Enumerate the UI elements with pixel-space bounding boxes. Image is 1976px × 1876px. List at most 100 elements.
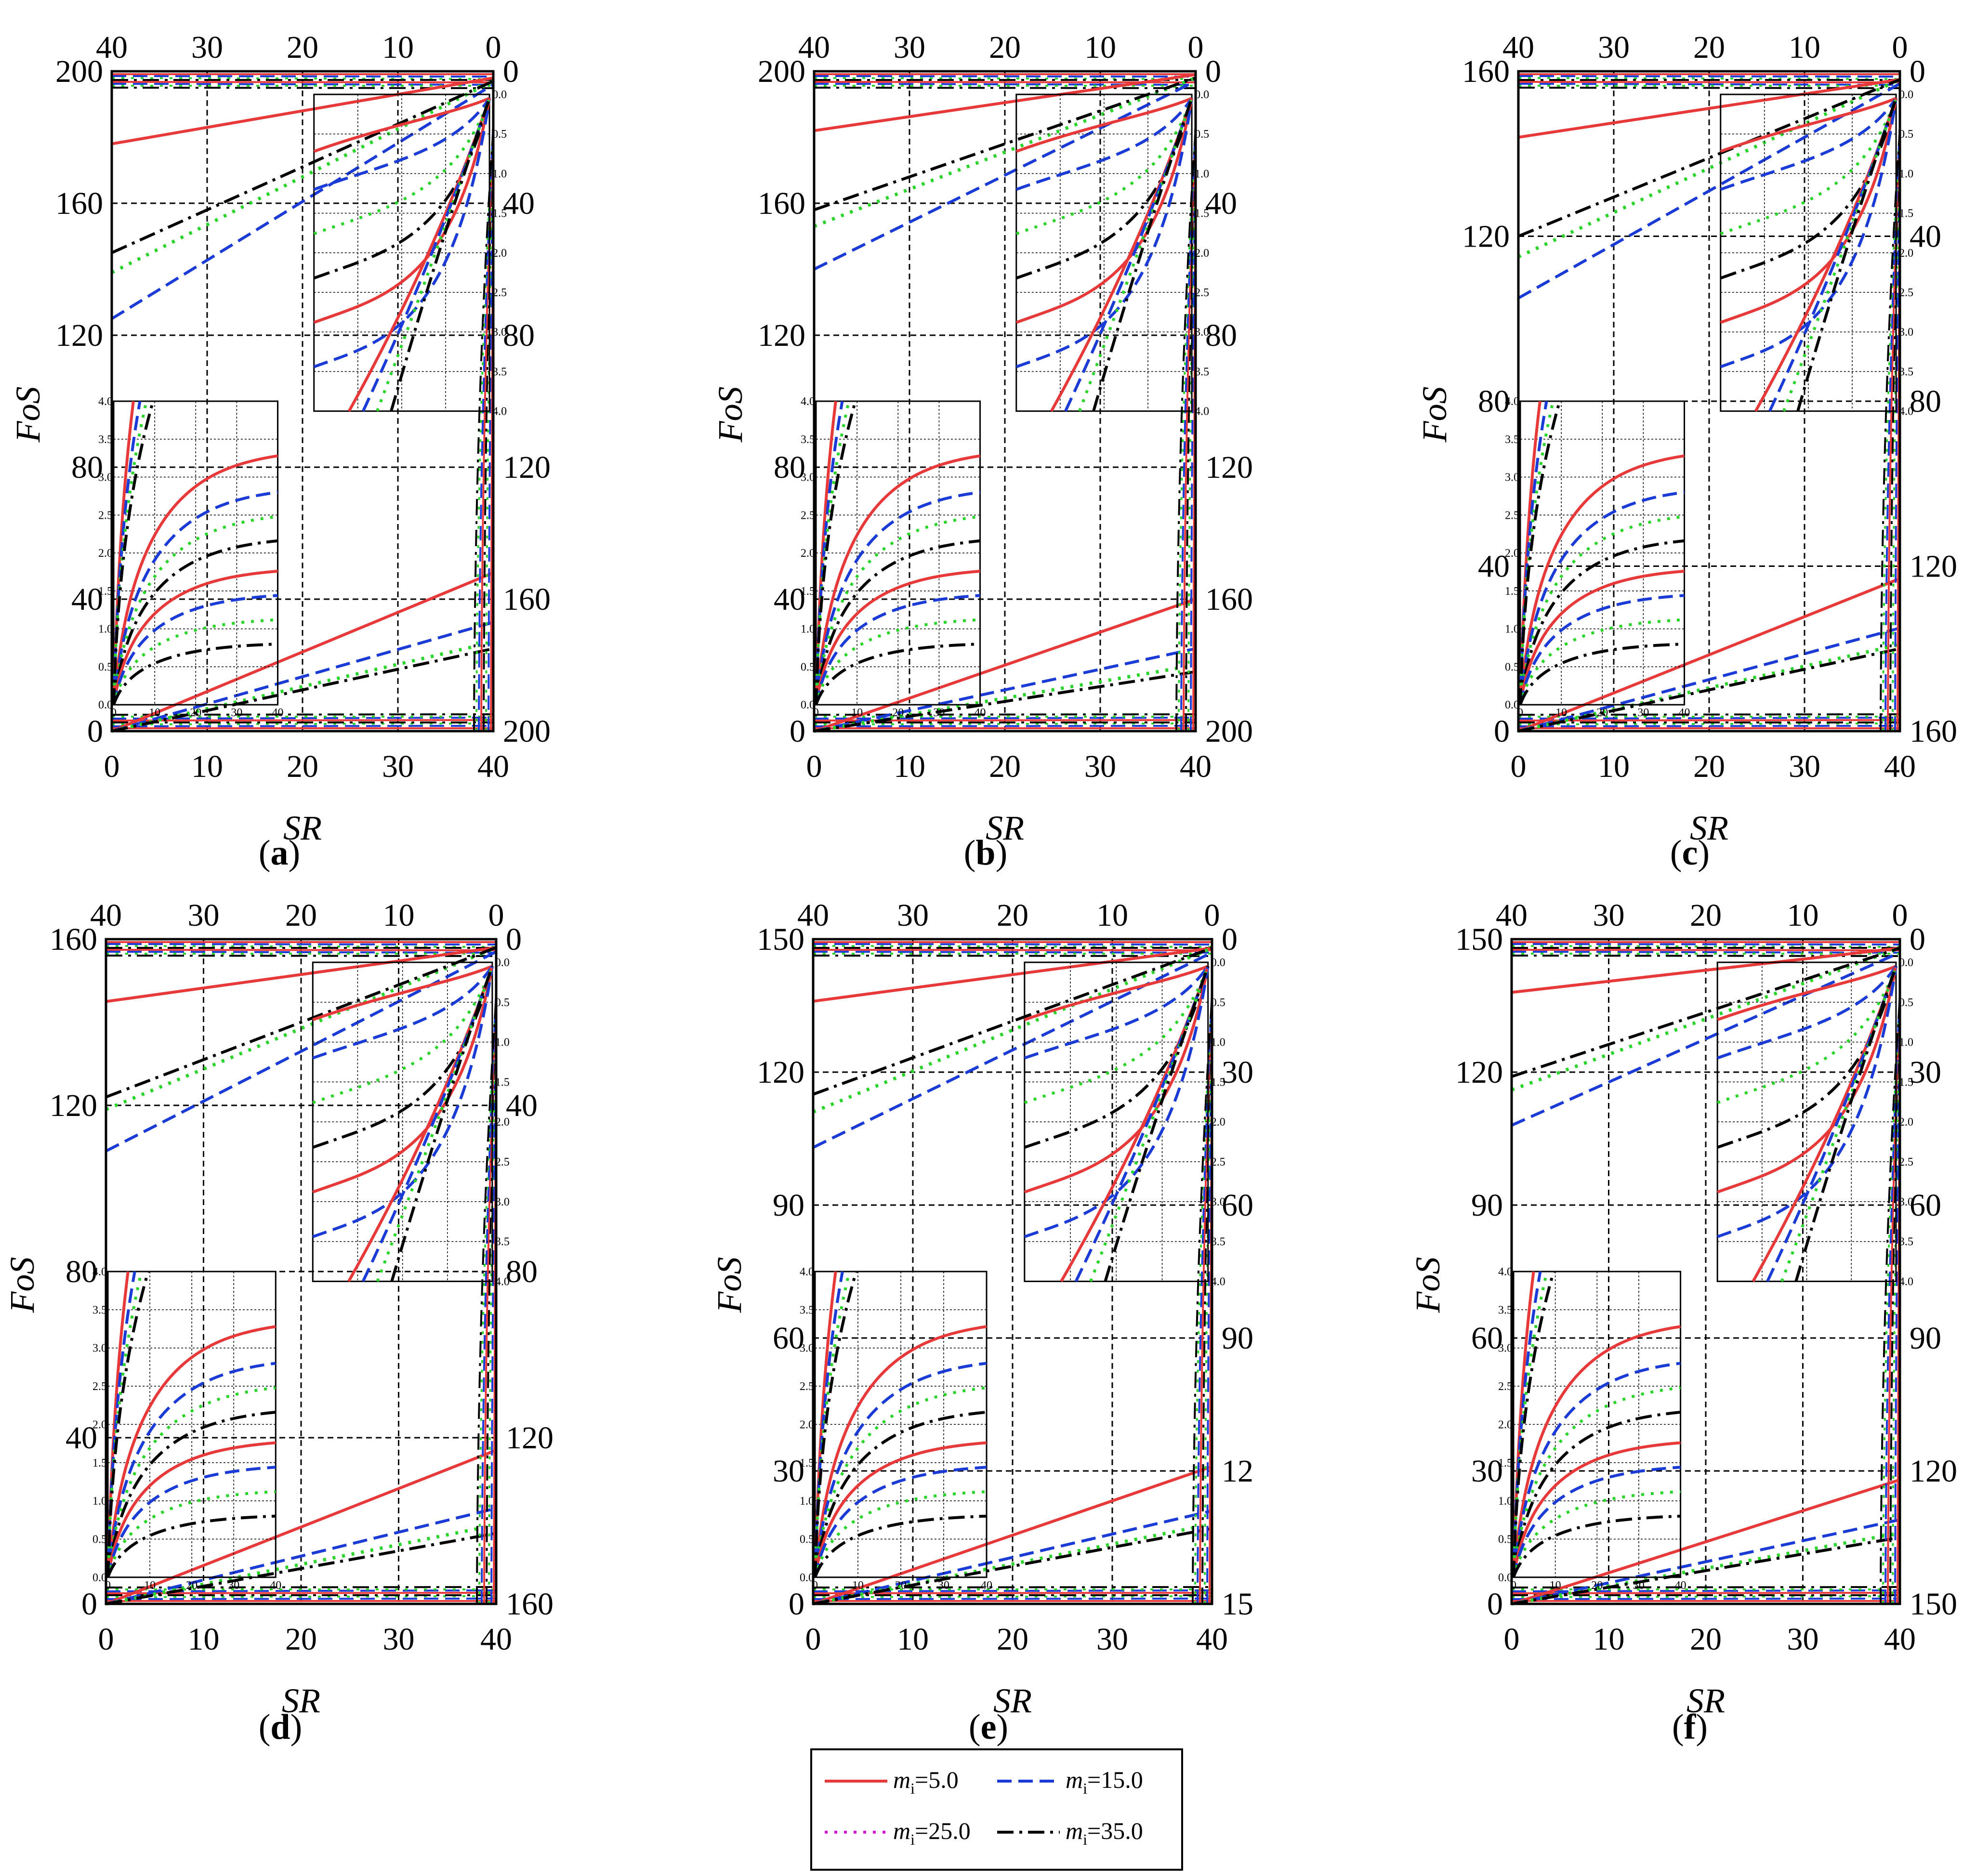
top-tick-label: 30 — [894, 30, 925, 65]
inset-bottom-curve — [815, 491, 980, 705]
y-axis-title: FoS — [1415, 386, 1454, 443]
inset-top-steep — [1064, 98, 1193, 412]
inset-top-curve — [1024, 965, 1210, 1060]
inset-top-steep — [1780, 966, 1897, 1282]
edge-steep-curve — [1180, 124, 1197, 732]
edge-steep-curve — [1882, 995, 1901, 1604]
inset-top-steep — [1768, 98, 1897, 412]
edge-bundle-line — [813, 1589, 1212, 1592]
inset-top-curve — [1720, 98, 1897, 280]
inset-top-y-tick: 4.0 — [1195, 406, 1209, 418]
y-tick-label: 200 — [758, 54, 805, 89]
inset-bottom-curve — [815, 643, 980, 706]
inset-bottom-y-tick: 0.5 — [1498, 1533, 1513, 1546]
edge-bundle-line — [1518, 75, 1900, 78]
inset-top-y-tick: 1.5 — [1211, 1076, 1225, 1089]
inset-top-steep — [1766, 966, 1897, 1282]
right-tick-label: 120 — [1205, 450, 1253, 485]
y-tick-label: 0 — [789, 1587, 804, 1622]
y-tick-label: 0 — [87, 714, 103, 749]
inset-bottom-y-tick: 3.0 — [800, 1342, 814, 1355]
x-tick-label: 20 — [1690, 1622, 1722, 1657]
x-tick-label: 20 — [989, 749, 1021, 784]
series-line-mi=35.0 — [1511, 946, 1900, 1078]
inset-bottom-curve — [1512, 1441, 1681, 1578]
series-line-mi=25.0 — [1517, 78, 1901, 259]
series-line-mi=35.0 — [814, 76, 1196, 211]
inset-top-steep — [347, 98, 491, 412]
inset-bottom-y-tick: 3.0 — [801, 472, 815, 484]
inset-bottom-x-tick: 40 — [270, 1579, 281, 1592]
legend-subscript: i — [910, 1780, 915, 1797]
edge-steep-curve — [1192, 997, 1213, 1604]
inset-top-curve — [1015, 98, 1193, 280]
right-tick-label: 0 — [503, 54, 519, 89]
panel-label: (d) — [259, 1707, 302, 1747]
y-tick-label: 0 — [1494, 714, 1510, 749]
series-line-mi=25.0 — [814, 663, 1196, 733]
inset-bottom-curve — [1519, 491, 1685, 705]
panel-letter: c — [1682, 833, 1698, 873]
inset-bottom-curve — [1512, 1514, 1681, 1578]
inset-bottom-curve — [814, 1514, 987, 1578]
inset-top-y-tick: 1.5 — [492, 208, 507, 220]
inset-bottom-x-tick: 30 — [938, 1579, 949, 1592]
y-tick-label: 40 — [66, 1420, 97, 1456]
y-tick-label: 160 — [55, 186, 103, 221]
inset-bottom-x-tick: 30 — [1637, 707, 1649, 719]
x-tick-label: 0 — [1504, 1622, 1520, 1657]
inset-top-curve — [1720, 97, 1897, 236]
right-tick-label: 120 — [1910, 549, 1957, 584]
y-tick-label: 0 — [790, 714, 805, 749]
series-line-mi=35.0 — [1518, 647, 1900, 733]
inset-top-curve — [312, 965, 494, 1060]
series-line-mi=35.0 — [111, 79, 494, 254]
inset-top-steep — [1796, 98, 1897, 412]
inset-bottom-curve — [112, 515, 278, 705]
inset-bottom-y-tick: 3.0 — [92, 1342, 107, 1355]
y-tick-label: 120 — [757, 1055, 804, 1090]
x-tick-label: 40 — [477, 749, 509, 784]
series-line-mi=15.0 — [813, 79, 1197, 271]
inset-top-curve — [312, 965, 494, 1104]
inset-bottom-steep — [106, 1271, 150, 1577]
panel-letter: b — [975, 833, 995, 873]
x-axis-title: SR — [283, 809, 322, 847]
inset-bottom-steep — [814, 1271, 851, 1577]
panel-label: (e) — [969, 1707, 1008, 1747]
right-tick-label: 40 — [503, 186, 535, 221]
series-line-mi=5.0 — [814, 73, 1196, 132]
legend-value: =35.0 — [1087, 1817, 1143, 1844]
edge-steep-curve — [1197, 992, 1213, 1604]
inset-bottom-steep — [814, 1271, 858, 1577]
inset-top-curve — [1717, 965, 1897, 1060]
x-tick-label: 40 — [1884, 1622, 1916, 1657]
inset-top-y-tick: 3.0 — [492, 326, 507, 339]
top-tick-label: 20 — [989, 30, 1021, 65]
legend-subscript: i — [1083, 1780, 1087, 1797]
legend-symbol: m — [893, 1817, 910, 1844]
right-tick-label: 160 — [1910, 714, 1957, 749]
panel-letter: d — [270, 1707, 290, 1747]
x-tick-label: 20 — [1693, 749, 1725, 784]
inset-bottom-y-tick: 0.0 — [98, 699, 113, 711]
edge-steep-curve — [1892, 983, 1901, 1604]
inset-bottom-curve — [106, 1386, 276, 1578]
inset-bottom-y-tick: 2.0 — [92, 1418, 107, 1431]
x-tick-label: 20 — [285, 1622, 317, 1657]
inset-bottom-curve — [815, 454, 981, 705]
chart-panel-6: 0.0 0.5 1.0 1.5 2.0 2.5 3.0 3.5 4.0 0.0 0.5 1.0 1.5 2… — [1409, 898, 1957, 1747]
inset-top-y-tick: 0.5 — [495, 997, 510, 1009]
top-tick-label: 0 — [486, 30, 501, 65]
legend-label: mi=35.0 — [1066, 1817, 1143, 1848]
x-tick-label: 10 — [1598, 749, 1630, 784]
inset-top-y-tick: 2.5 — [1195, 287, 1209, 299]
inset-bottom-curve — [814, 1386, 987, 1578]
inset-bottom-y-tick: 4.0 — [801, 395, 815, 408]
top-tick-label: 0 — [1892, 898, 1908, 933]
edge-bundle-line — [1511, 1595, 1900, 1598]
legend: mi=5.0 mi=15.0mi=25.0 mi=35.0 — [810, 1748, 1183, 1871]
panel-label: (a) — [259, 833, 300, 873]
plot-frame — [812, 938, 1213, 1605]
inset-bottom-curve — [815, 539, 980, 705]
